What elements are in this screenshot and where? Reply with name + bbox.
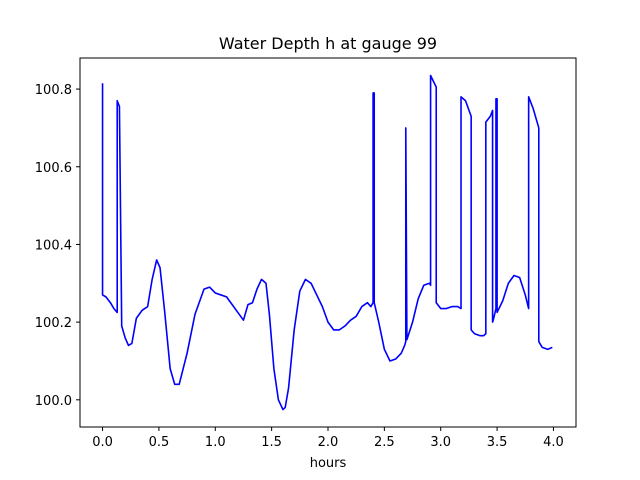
x-tick-label: 3.5 [487, 435, 508, 450]
x-axis: 0.0 0.5 1.0 1.5 2.0 2.5 3.0 3.5 4.0 [92, 427, 564, 450]
x-tick-label: 1.0 [205, 435, 226, 450]
series-line [101, 74, 553, 411]
x-tick-label: 0.0 [92, 435, 113, 450]
y-tick-label: 100.0 [35, 394, 72, 409]
x-tick-label: 2.5 [374, 435, 395, 450]
y-tick-label: 100.2 [35, 316, 72, 331]
y-tick-label: 100.6 [35, 161, 72, 176]
y-axis: 100.0 100.2 100.4 100.6 100.8 [35, 83, 80, 409]
y-tick-label: 100.8 [35, 83, 72, 98]
x-axis-label: hours [310, 456, 347, 471]
chart-title: Water Depth h at gauge 99 [219, 34, 437, 53]
x-tick-label: 3.0 [430, 435, 451, 450]
x-tick-label: 1.5 [261, 435, 282, 450]
x-tick-label: 2.0 [318, 435, 339, 450]
plot-area [101, 74, 553, 411]
x-tick-label: 4.0 [543, 435, 564, 450]
y-tick-label: 100.4 [35, 238, 72, 253]
x-tick-label: 0.5 [149, 435, 170, 450]
plot-frame [79, 57, 577, 428]
